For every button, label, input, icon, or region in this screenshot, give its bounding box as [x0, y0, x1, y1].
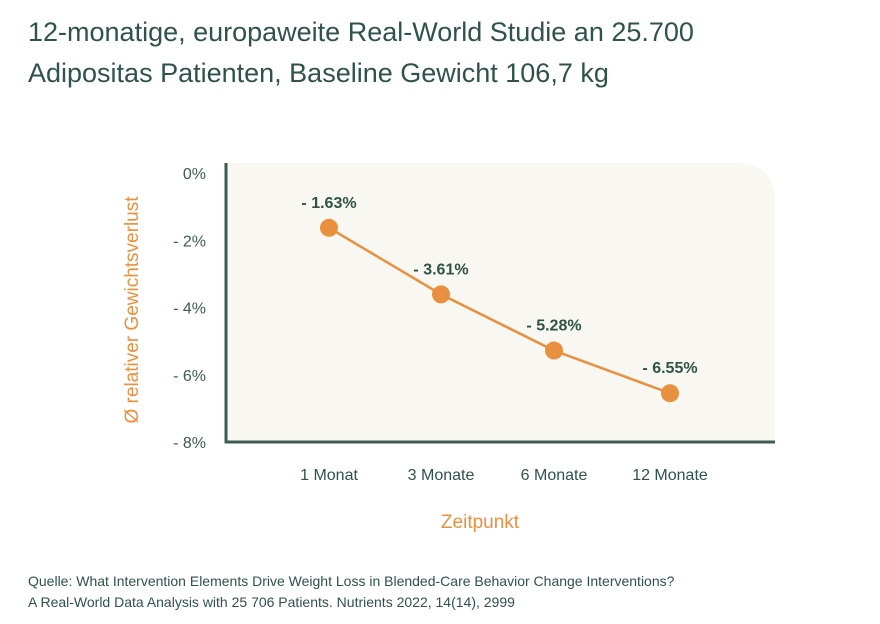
data-label: - 6.55% [642, 360, 697, 377]
y-tick-label: - 8% [173, 435, 206, 452]
plot-background [226, 163, 775, 443]
x-tick-label: 12 Monate [632, 467, 708, 484]
x-tick-label: 1 Monat [300, 467, 358, 484]
data-point [320, 218, 338, 237]
chart-title: 12-monatige, europaweite Real-World Stud… [28, 12, 694, 94]
y-tick-label: - 2% [173, 233, 206, 250]
source-line-2: A Real-World Data Analysis with 25 706 P… [28, 594, 515, 610]
data-point [545, 341, 563, 360]
x-axis-label: Zeitpunkt [441, 512, 520, 533]
source-note: Quelle: What Intervention Elements Drive… [28, 571, 674, 613]
x-tick-label: 3 Monate [408, 467, 475, 484]
y-tick-label: - 6% [173, 368, 206, 385]
y-axis-label: Ø relativer Gewichtsverlust [122, 196, 143, 424]
data-point [432, 285, 450, 304]
data-label: - 3.61% [413, 261, 468, 278]
y-tick-label: 0% [183, 166, 206, 183]
title-line-1: 12-monatige, europaweite Real-World Stud… [28, 17, 694, 47]
data-label: - 5.28% [526, 318, 581, 335]
source-line-1: Quelle: What Intervention Elements Drive… [28, 573, 675, 589]
data-label: - 1.63% [301, 195, 356, 212]
x-tick-label: 6 Monate [521, 467, 588, 484]
data-point [661, 384, 679, 403]
series-line [328, 226, 671, 395]
title-line-2: Adipositas Patienten, Baseline Gewicht 1… [28, 58, 609, 88]
y-tick-label: - 4% [173, 301, 206, 318]
